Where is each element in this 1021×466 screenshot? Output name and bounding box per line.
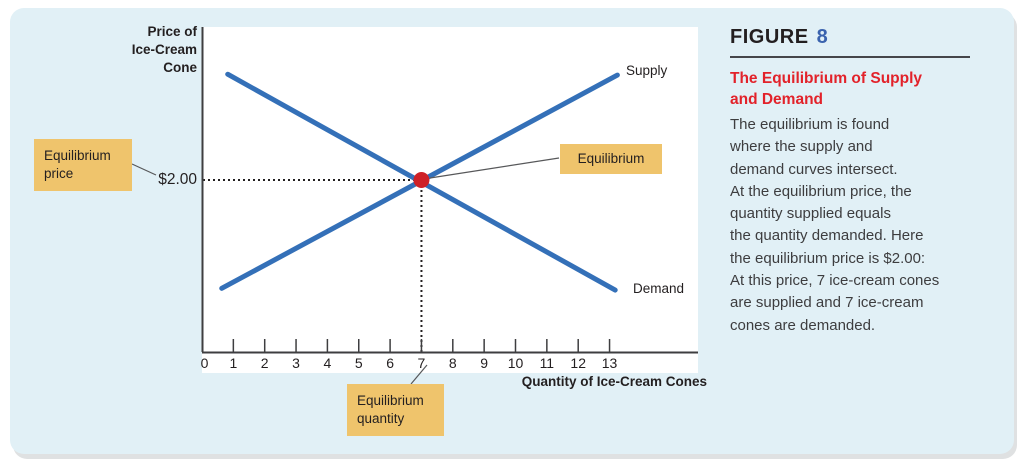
y-axis-title: Price of Ice-Cream Cone <box>131 24 197 75</box>
x-tick-label: 11 <box>540 355 555 371</box>
x-tick-label: 8 <box>449 355 457 371</box>
y-tick-label-price: $2.00 <box>158 171 197 188</box>
equilibrium-dotted-lines <box>203 179 423 352</box>
x-axis-title: Quantity of Ice-Cream Cones <box>521 374 707 389</box>
x-tick-label: 1 <box>229 355 237 371</box>
x-tick-label: 7 <box>418 355 426 371</box>
x-tick-label: 3 <box>292 355 300 371</box>
x-tick-label: 13 <box>602 355 618 371</box>
figure-body-text: The equilibrium is found where the suppl… <box>730 116 940 334</box>
x-tick-label: 2 <box>261 355 269 371</box>
x-tick-label: 0 <box>201 355 209 371</box>
equilibrium-point-group <box>413 172 430 188</box>
x-tick-label: 9 <box>480 355 488 371</box>
x-tick-label: 10 <box>508 355 524 371</box>
supply-curve-label: Supply <box>626 63 668 78</box>
x-tick-label: 12 <box>570 355 586 371</box>
x-tick-label: 6 <box>386 355 394 371</box>
equilibrium-callout: Equilibrium <box>560 144 662 174</box>
figure-heading: The Equilibrium of Supply and Demand <box>730 70 923 108</box>
caption-divider <box>730 56 970 58</box>
figure-caption-panel: FIGURE 8 The Equilibrium of Supply and De… <box>730 26 988 337</box>
x-tick-label: 5 <box>355 355 363 371</box>
equilibrium-point <box>413 172 430 188</box>
equilibrium-quantity-callout: Equilibrium quantity <box>347 384 444 436</box>
x-tick-label: 4 <box>324 355 332 371</box>
figure-number: 8 <box>816 26 829 48</box>
equilibrium-price-callout: Equilibrium price <box>34 139 132 191</box>
price-callout-connector <box>131 163 157 176</box>
x-axis-ticks: 0 1 2 3 4 5 6 7 8 9 10 11 12 13 <box>201 339 618 371</box>
figure-title: FIGURE 8 <box>730 26 988 49</box>
equilibrium-callout-connector <box>429 157 560 179</box>
quantity-callout-connector <box>410 364 428 385</box>
demand-curve-label: Demand <box>633 281 685 296</box>
figure-title-label: FIGURE <box>730 26 809 48</box>
